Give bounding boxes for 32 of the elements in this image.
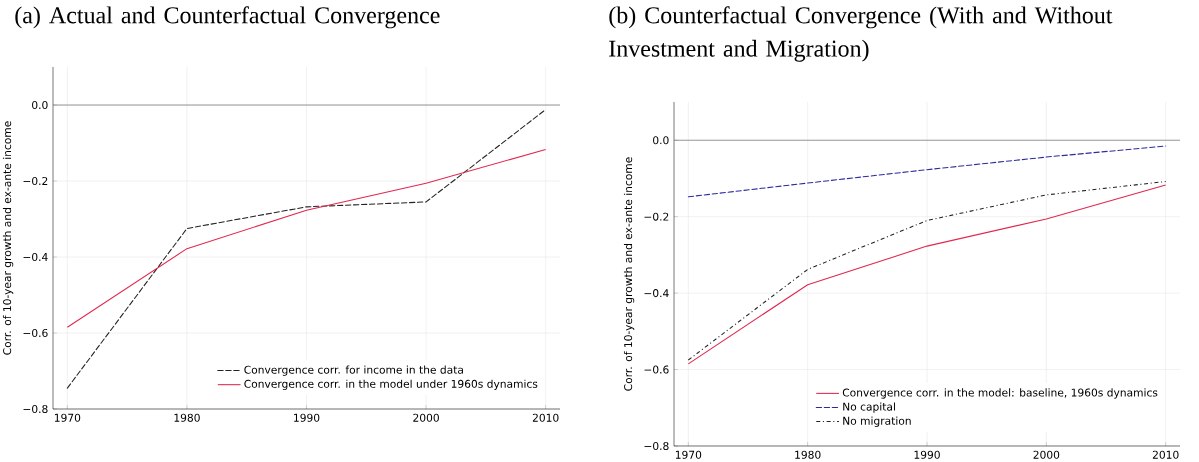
- y-axis-title: Corr. of 10-year growth and ex-ante income: [2, 121, 14, 355]
- y-tick-label: −0.8: [23, 404, 48, 414]
- legend-label: No migration: [843, 416, 911, 427]
- line-series: [66, 148, 547, 328]
- chart-title: (b) Counterfactual Convergence (With and Without Investment and Migration): [609, 6, 1113, 62]
- x-tick-label: 1980: [795, 450, 821, 459]
- chart-title: (a) Actual and Counterfactual Convergence: [15, 6, 440, 29]
- y-tick-label: −0.6: [23, 328, 48, 338]
- x-tick-label: 1980: [174, 413, 200, 422]
- y-tick-label: −0.2: [644, 212, 669, 221]
- y-axis-title: Corr. of 10-year growth and ex-ante income: [623, 157, 635, 391]
- x-tick-label: 2000: [413, 413, 439, 422]
- legend-label: No capital: [843, 402, 895, 413]
- y-tick-label: −0.4: [23, 252, 48, 262]
- legend-label: Convergence corr. in the model: baseline, 1960s dynamics: [842, 388, 1158, 399]
- legend-label: Convergence corr. for income in the data: [244, 365, 463, 376]
- x-tick-label: 2000: [1033, 450, 1060, 459]
- x-tick-label: 1990: [914, 450, 940, 459]
- legend-label: Convergence corr. in the model under 1960s dynamics: [244, 379, 538, 390]
- y-tick-label: 0.0: [653, 136, 669, 145]
- y-tick-label: −0.8: [644, 441, 669, 451]
- y-tick-label: −0.4: [644, 289, 669, 298]
- y-tick-label: 0.0: [32, 100, 48, 110]
- y-tick-label: −0.6: [644, 365, 669, 374]
- line-series: [687, 145, 1167, 198]
- x-tick-label: 1990: [294, 413, 320, 422]
- x-tick-label: 2010: [1152, 450, 1179, 459]
- x-tick-label: 1970: [54, 413, 81, 422]
- y-tick-label: −0.2: [23, 176, 48, 186]
- x-tick-label: 2010: [532, 413, 559, 422]
- line-series: [66, 109, 547, 389]
- x-tick-label: 1970: [675, 450, 702, 459]
